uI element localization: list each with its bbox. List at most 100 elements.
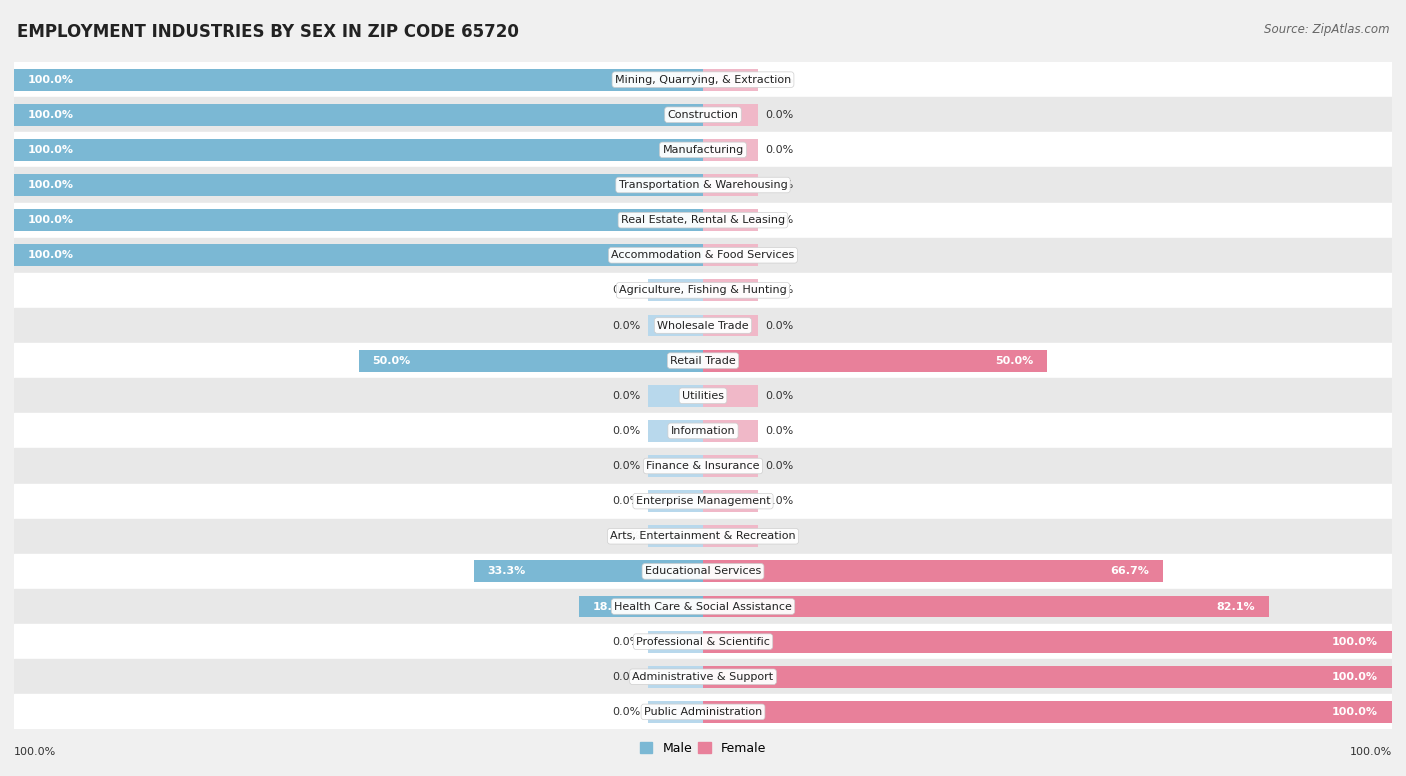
Text: 100.0%: 100.0% — [28, 180, 75, 190]
Bar — [703, 139, 758, 161]
Text: 0.0%: 0.0% — [613, 636, 641, 646]
Bar — [14, 273, 1392, 308]
Bar — [14, 237, 1392, 273]
Text: 82.1%: 82.1% — [1216, 601, 1254, 611]
Text: 50.0%: 50.0% — [373, 355, 411, 365]
Bar — [703, 701, 1392, 722]
Text: Information: Information — [671, 426, 735, 436]
Bar — [648, 455, 703, 477]
Text: EMPLOYMENT INDUSTRIES BY SEX IN ZIP CODE 65720: EMPLOYMENT INDUSTRIES BY SEX IN ZIP CODE… — [17, 23, 519, 41]
Text: 66.7%: 66.7% — [1109, 566, 1149, 577]
Bar — [648, 701, 703, 722]
Bar — [648, 279, 703, 301]
Text: Accommodation & Food Services: Accommodation & Food Services — [612, 251, 794, 260]
Bar — [14, 589, 1392, 624]
Text: Health Care & Social Assistance: Health Care & Social Assistance — [614, 601, 792, 611]
Text: Arts, Entertainment & Recreation: Arts, Entertainment & Recreation — [610, 532, 796, 541]
Text: 0.0%: 0.0% — [613, 391, 641, 400]
Text: Wholesale Trade: Wholesale Trade — [657, 320, 749, 331]
Bar — [14, 659, 1392, 695]
Text: 0.0%: 0.0% — [613, 286, 641, 296]
Text: 100.0%: 100.0% — [1331, 672, 1378, 682]
Bar — [648, 385, 703, 407]
Bar — [703, 69, 758, 91]
Text: 33.3%: 33.3% — [488, 566, 526, 577]
Text: 100.0%: 100.0% — [28, 145, 75, 155]
Text: 0.0%: 0.0% — [765, 426, 793, 436]
Bar — [703, 174, 758, 196]
Text: Manufacturing: Manufacturing — [662, 145, 744, 155]
Bar — [703, 210, 758, 231]
Text: 0.0%: 0.0% — [765, 145, 793, 155]
Bar — [14, 449, 1392, 483]
Bar — [14, 624, 1392, 659]
Bar — [14, 695, 1392, 729]
Bar — [14, 308, 1392, 343]
Text: 100.0%: 100.0% — [28, 109, 75, 120]
Text: 0.0%: 0.0% — [765, 461, 793, 471]
Text: 100.0%: 100.0% — [28, 251, 75, 260]
Bar — [14, 133, 1392, 168]
Text: 50.0%: 50.0% — [995, 355, 1033, 365]
Text: 0.0%: 0.0% — [765, 532, 793, 541]
Bar — [703, 490, 758, 512]
Bar — [703, 104, 758, 126]
Text: Real Estate, Rental & Leasing: Real Estate, Rental & Leasing — [621, 215, 785, 225]
Text: 0.0%: 0.0% — [765, 74, 793, 85]
Bar — [648, 525, 703, 547]
Bar — [474, 560, 703, 582]
Text: 0.0%: 0.0% — [765, 391, 793, 400]
Text: 0.0%: 0.0% — [613, 320, 641, 331]
Bar — [579, 596, 703, 618]
Text: 18.0%: 18.0% — [593, 601, 631, 611]
Bar — [14, 97, 1392, 133]
Text: 0.0%: 0.0% — [765, 251, 793, 260]
Bar — [14, 139, 703, 161]
Bar — [648, 420, 703, 442]
Legend: Male, Female: Male, Female — [636, 737, 770, 760]
Text: 0.0%: 0.0% — [765, 109, 793, 120]
Bar — [14, 518, 1392, 554]
Text: 100.0%: 100.0% — [14, 747, 56, 757]
Text: Mining, Quarrying, & Extraction: Mining, Quarrying, & Extraction — [614, 74, 792, 85]
Text: 0.0%: 0.0% — [765, 496, 793, 506]
Text: Construction: Construction — [668, 109, 738, 120]
Bar — [703, 314, 758, 337]
Bar — [648, 666, 703, 688]
Bar — [648, 314, 703, 337]
Bar — [14, 69, 703, 91]
Text: 0.0%: 0.0% — [613, 532, 641, 541]
Bar — [703, 455, 758, 477]
Bar — [14, 483, 1392, 518]
Bar — [703, 596, 1268, 618]
Text: 0.0%: 0.0% — [765, 320, 793, 331]
Bar — [14, 244, 703, 266]
Text: Transportation & Warehousing: Transportation & Warehousing — [619, 180, 787, 190]
Bar — [703, 279, 758, 301]
Text: 0.0%: 0.0% — [765, 180, 793, 190]
Bar — [648, 631, 703, 653]
Bar — [703, 631, 1392, 653]
Text: 0.0%: 0.0% — [613, 707, 641, 717]
Bar — [14, 378, 1392, 414]
Bar — [703, 560, 1163, 582]
Bar — [14, 414, 1392, 449]
Text: 100.0%: 100.0% — [1331, 707, 1378, 717]
Text: Administrative & Support: Administrative & Support — [633, 672, 773, 682]
Text: 0.0%: 0.0% — [613, 496, 641, 506]
Text: Enterprise Management: Enterprise Management — [636, 496, 770, 506]
Bar — [14, 210, 703, 231]
Text: Agriculture, Fishing & Hunting: Agriculture, Fishing & Hunting — [619, 286, 787, 296]
Text: 0.0%: 0.0% — [613, 426, 641, 436]
Text: Finance & Insurance: Finance & Insurance — [647, 461, 759, 471]
Text: Utilities: Utilities — [682, 391, 724, 400]
Bar — [703, 244, 758, 266]
Text: 0.0%: 0.0% — [613, 672, 641, 682]
Bar — [14, 104, 703, 126]
Bar — [14, 174, 703, 196]
Bar — [648, 490, 703, 512]
Bar — [14, 554, 1392, 589]
Text: Retail Trade: Retail Trade — [671, 355, 735, 365]
Text: 100.0%: 100.0% — [28, 215, 75, 225]
Text: 0.0%: 0.0% — [613, 461, 641, 471]
